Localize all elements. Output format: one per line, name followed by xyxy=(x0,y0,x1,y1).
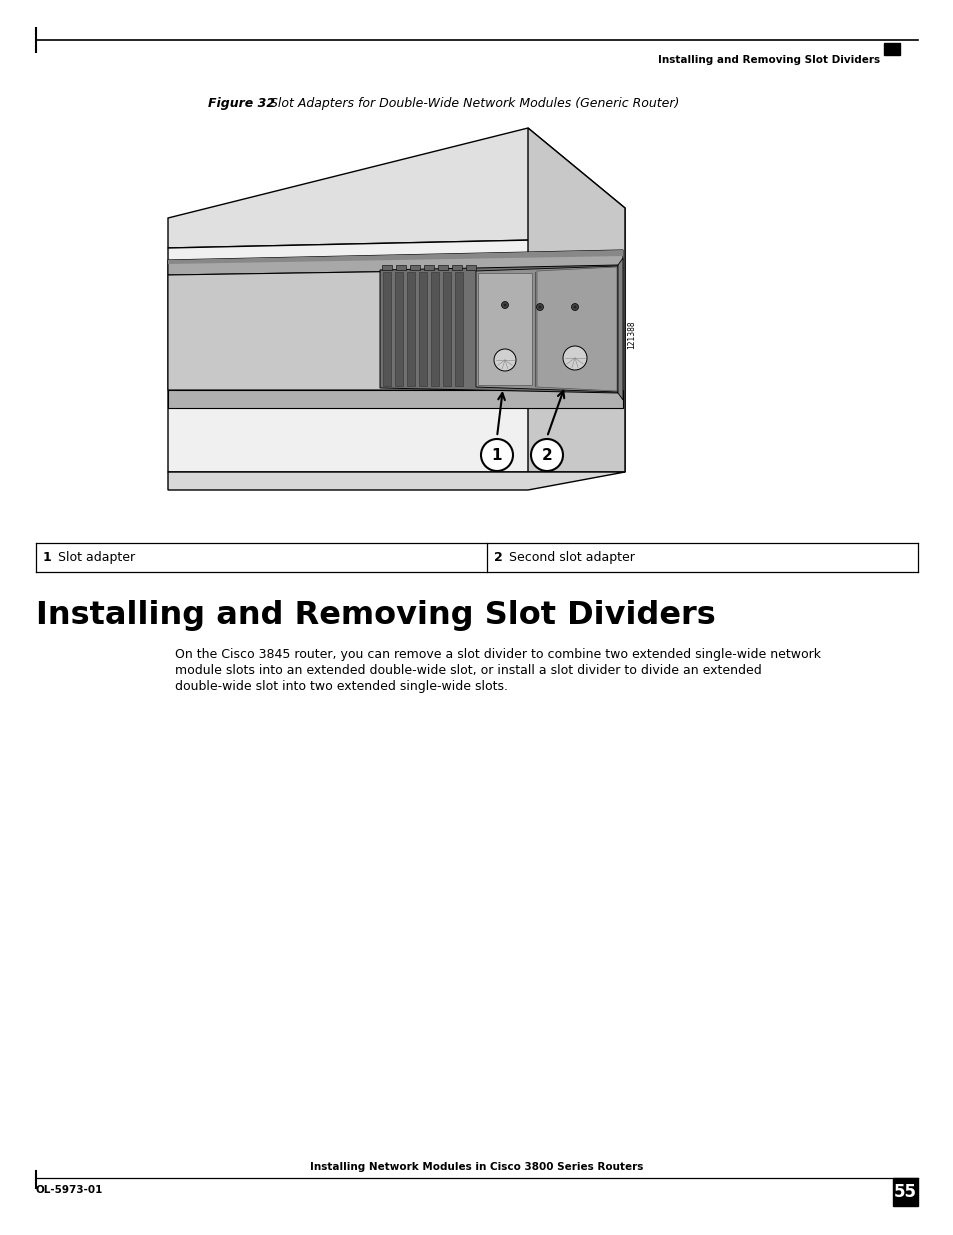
Text: Figure 32: Figure 32 xyxy=(208,98,274,110)
Text: Installing Network Modules in Cisco 3800 Series Routers: Installing Network Modules in Cisco 3800… xyxy=(310,1162,643,1172)
Polygon shape xyxy=(168,238,624,472)
Polygon shape xyxy=(395,266,406,270)
Polygon shape xyxy=(537,267,617,391)
Polygon shape xyxy=(442,272,451,387)
Polygon shape xyxy=(452,266,461,270)
Polygon shape xyxy=(476,266,618,391)
Polygon shape xyxy=(381,266,392,270)
Polygon shape xyxy=(395,272,402,387)
Text: Installing and Removing Slot Dividers: Installing and Removing Slot Dividers xyxy=(36,600,715,631)
Circle shape xyxy=(562,346,586,370)
Polygon shape xyxy=(168,268,622,390)
Polygon shape xyxy=(437,266,448,270)
Circle shape xyxy=(494,350,516,370)
Text: double-wide slot into two extended single-wide slots.: double-wide slot into two extended singl… xyxy=(174,680,507,693)
Polygon shape xyxy=(527,128,624,472)
Polygon shape xyxy=(168,128,624,248)
Text: 55: 55 xyxy=(893,1183,916,1200)
Circle shape xyxy=(501,301,508,309)
Text: Installing and Removing Slot Dividers: Installing and Removing Slot Dividers xyxy=(658,56,879,65)
Polygon shape xyxy=(455,272,462,387)
Circle shape xyxy=(573,305,576,309)
Circle shape xyxy=(536,304,543,310)
Text: 2: 2 xyxy=(541,448,552,463)
Circle shape xyxy=(503,304,506,306)
Circle shape xyxy=(531,438,562,471)
Text: module slots into an extended double-wide slot, or install a slot divider to div: module slots into an extended double-wid… xyxy=(174,664,760,677)
Bar xyxy=(892,1178,917,1207)
Text: OL-5973-01: OL-5973-01 xyxy=(36,1186,103,1195)
Text: Slot adapter: Slot adapter xyxy=(58,551,135,564)
Text: 1: 1 xyxy=(43,551,51,564)
Text: 121388: 121388 xyxy=(627,321,636,350)
Polygon shape xyxy=(423,266,434,270)
Polygon shape xyxy=(168,249,622,264)
Bar xyxy=(883,43,899,56)
Circle shape xyxy=(571,304,578,310)
Polygon shape xyxy=(418,272,427,387)
Polygon shape xyxy=(618,258,622,400)
Circle shape xyxy=(537,305,541,309)
Polygon shape xyxy=(410,266,419,270)
Polygon shape xyxy=(168,390,622,408)
Text: 1: 1 xyxy=(491,448,501,463)
Text: Slot Adapters for Double-Wide Network Modules (Generic Router): Slot Adapters for Double-Wide Network Mo… xyxy=(270,98,679,110)
Polygon shape xyxy=(465,266,476,270)
Polygon shape xyxy=(168,472,624,490)
Text: 2: 2 xyxy=(494,551,502,564)
Polygon shape xyxy=(477,273,532,385)
Polygon shape xyxy=(379,266,618,393)
Polygon shape xyxy=(431,272,438,387)
Circle shape xyxy=(480,438,513,471)
Text: On the Cisco 3845 router, you can remove a slot divider to combine two extended : On the Cisco 3845 router, you can remove… xyxy=(174,648,821,661)
Polygon shape xyxy=(407,272,415,387)
Polygon shape xyxy=(382,272,391,387)
Text: Second slot adapter: Second slot adapter xyxy=(509,551,634,564)
Polygon shape xyxy=(168,249,622,275)
